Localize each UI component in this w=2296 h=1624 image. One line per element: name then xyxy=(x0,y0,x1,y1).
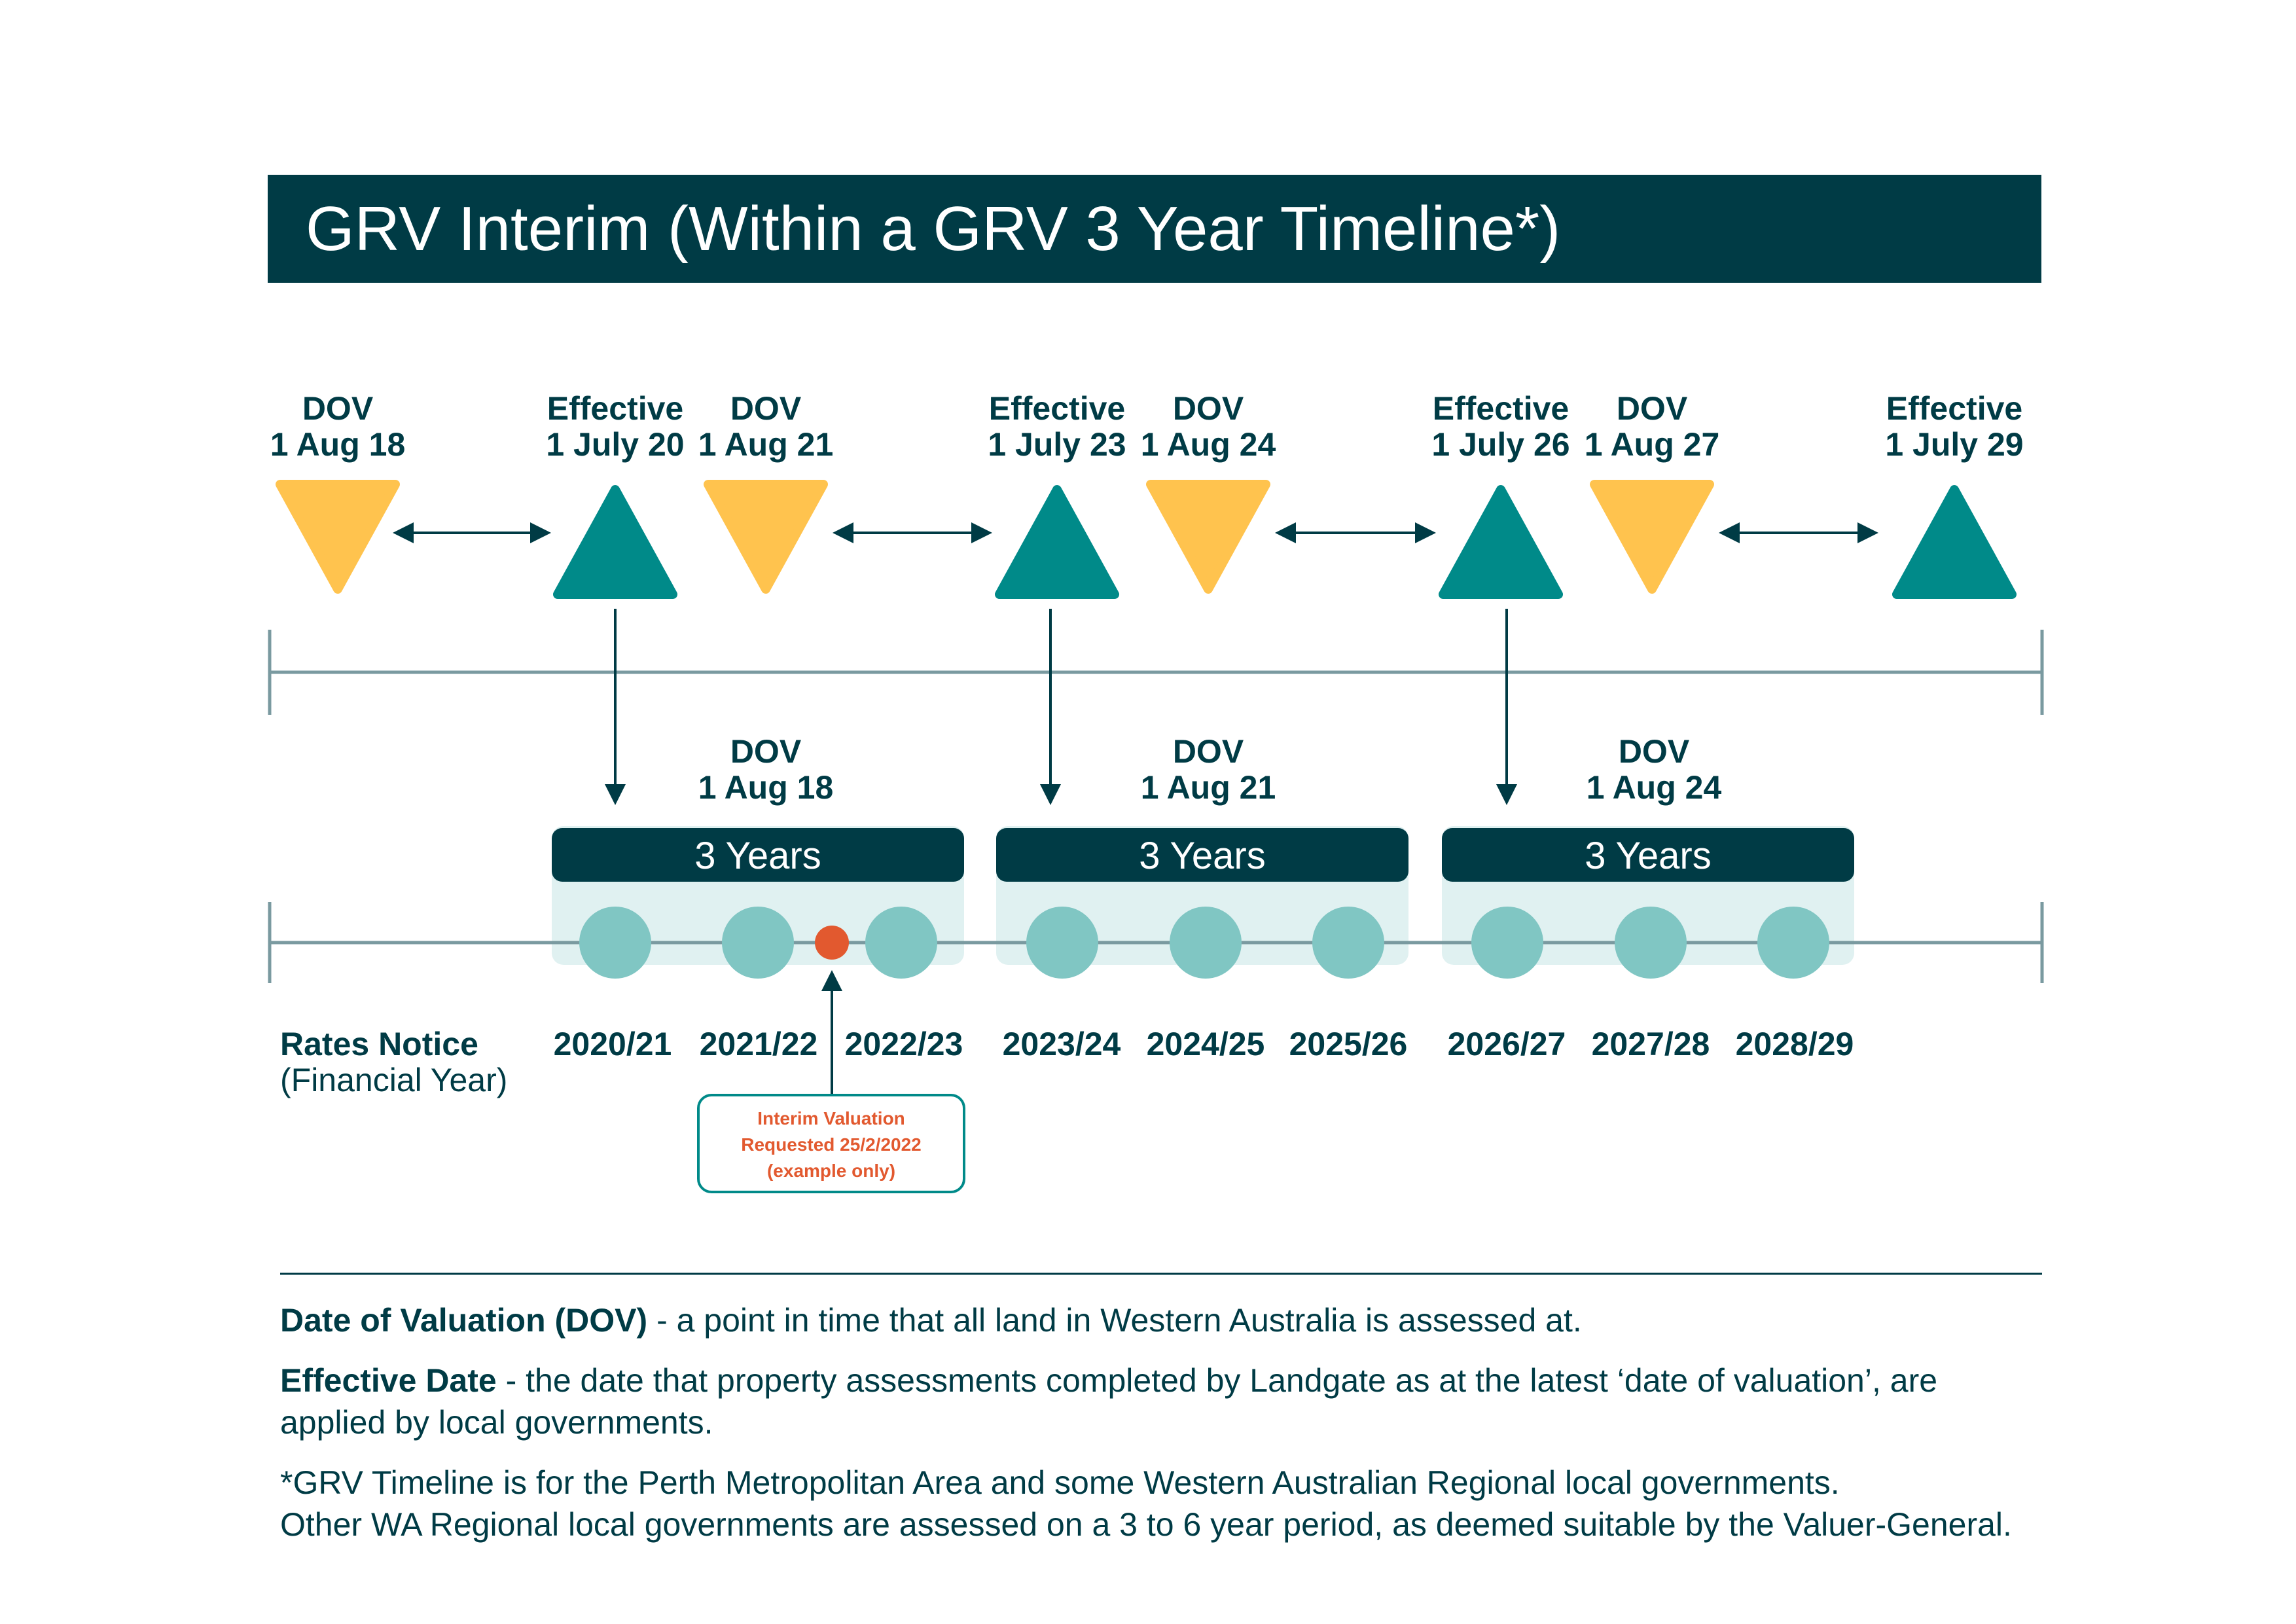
marker-label: Effective xyxy=(1433,390,1569,427)
year-node xyxy=(1471,907,1543,979)
legend-effective-definition: Effective Date - the date that property … xyxy=(280,1360,2047,1443)
year-labels: 2020/21 2021/22 2022/23 2023/24 2024/25 … xyxy=(554,1026,1854,1062)
legend-footnote: *GRV Timeline is for the Perth Metropoli… xyxy=(280,1462,2047,1545)
year-label: 2020/21 xyxy=(554,1026,672,1062)
year-node xyxy=(1757,907,1829,979)
marker-date: 1 Aug 18 xyxy=(270,426,406,463)
year-label: 2024/25 xyxy=(1147,1026,1265,1062)
marker-date: 1 July 20 xyxy=(546,426,684,463)
year-node xyxy=(865,907,937,979)
year-label: 2021/22 xyxy=(700,1026,818,1062)
marker-label: Effective xyxy=(1886,390,2022,427)
period-dov-label: DOV xyxy=(730,733,802,770)
legend: Date of Valuation (DOV) - a point in tim… xyxy=(280,1299,2047,1564)
year-label: 2028/29 xyxy=(1736,1026,1854,1062)
marker-label: DOV xyxy=(1617,390,1688,427)
effective-up-triangle-icon xyxy=(1439,485,1563,599)
title-bar: GRV Interim (Within a GRV 3 Year Timelin… xyxy=(268,175,2041,283)
marker-date: 1 Aug 21 xyxy=(698,426,834,463)
top-marker-labels: DOV 1 Aug 18 Effective 1 July 20 DOV 1 A… xyxy=(270,390,2024,463)
marker-date: 1 July 23 xyxy=(988,426,1126,463)
period-dov-date: 1 Aug 21 xyxy=(1141,769,1276,806)
marker-label: DOV xyxy=(730,390,802,427)
interim-callout-box xyxy=(697,1094,965,1193)
dov-down-triangle-icon xyxy=(1146,480,1270,594)
year-node xyxy=(722,907,794,979)
marker-date: 1 July 26 xyxy=(1431,426,1570,463)
period-header-bar xyxy=(552,828,964,882)
year-node xyxy=(579,907,651,979)
dov-down-triangle-icon xyxy=(276,480,400,594)
effective-up-triangle-icon xyxy=(553,485,677,599)
period-dov-date: 1 Aug 24 xyxy=(1587,769,1722,806)
marker-label: DOV xyxy=(302,390,374,427)
period-dov-labels: DOV 1 Aug 18 DOV 1 Aug 21 DOV 1 Aug 24 xyxy=(698,733,1722,806)
page-title: GRV Interim (Within a GRV 3 Year Timelin… xyxy=(306,194,1561,264)
marker-label: DOV xyxy=(1173,390,1244,427)
year-label: 2025/26 xyxy=(1289,1026,1408,1062)
year-node xyxy=(1312,907,1384,979)
legend-dov-text: - a point in time that all land in Weste… xyxy=(647,1302,1582,1339)
year-label: 2023/24 xyxy=(1003,1026,1121,1062)
period-dov-date: 1 Aug 18 xyxy=(698,769,834,806)
interim-callout-line: (example only) xyxy=(767,1161,895,1181)
legend-dov-definition: Date of Valuation (DOV) - a point in tim… xyxy=(280,1299,2047,1341)
footnote-line: Other WA Regional local governments are … xyxy=(280,1506,2012,1543)
marker-date: 1 July 29 xyxy=(1885,426,2023,463)
rates-notice-sublabel: (Financial Year) xyxy=(280,1062,507,1098)
effective-up-triangle-icon xyxy=(1892,485,2017,599)
effective-drop-arrows xyxy=(605,609,1517,805)
period-headers: 3 Years 3 Years 3 Years xyxy=(552,828,1854,882)
effective-up-triangle-icon xyxy=(995,485,1119,599)
year-node xyxy=(1170,907,1242,979)
year-node xyxy=(1615,907,1687,979)
year-label: 2026/27 xyxy=(1448,1026,1566,1062)
year-node xyxy=(1026,907,1098,979)
period-header-bar xyxy=(996,828,1408,882)
year-label: 2027/28 xyxy=(1592,1026,1710,1062)
dov-down-triangle-icon xyxy=(1590,480,1714,594)
marker-date: 1 Aug 27 xyxy=(1585,426,1720,463)
footnote-line: *GRV Timeline is for the Perth Metropoli… xyxy=(280,1464,1840,1501)
interim-valuation-dot xyxy=(815,926,849,960)
year-nodes xyxy=(579,907,1829,979)
period-dov-label: DOV xyxy=(1619,733,1690,770)
dov-down-triangle-icon xyxy=(704,480,828,594)
marker-date: 1 Aug 24 xyxy=(1141,426,1276,463)
legend-effective-text: - the date that property assessments com… xyxy=(280,1362,1938,1441)
period-dov-label: DOV xyxy=(1173,733,1244,770)
period-header-label: 3 Years xyxy=(694,835,821,877)
marker-label: Effective xyxy=(547,390,683,427)
period-header-bar xyxy=(1442,828,1854,882)
year-label: 2022/23 xyxy=(845,1026,963,1062)
interim-callout-line: Interim Valuation xyxy=(757,1108,905,1128)
rates-notice-label: Rates Notice xyxy=(280,1026,478,1062)
top-marker-shapes xyxy=(276,480,2017,599)
period-header-label: 3 Years xyxy=(1139,835,1266,877)
legend-effective-term: Effective Date xyxy=(280,1362,497,1399)
marker-label: Effective xyxy=(989,390,1125,427)
legend-dov-term: Date of Valuation (DOV) xyxy=(280,1302,648,1339)
period-header-label: 3 Years xyxy=(1585,835,1712,877)
interim-callout-line: Requested 25/2/2022 xyxy=(741,1134,922,1155)
